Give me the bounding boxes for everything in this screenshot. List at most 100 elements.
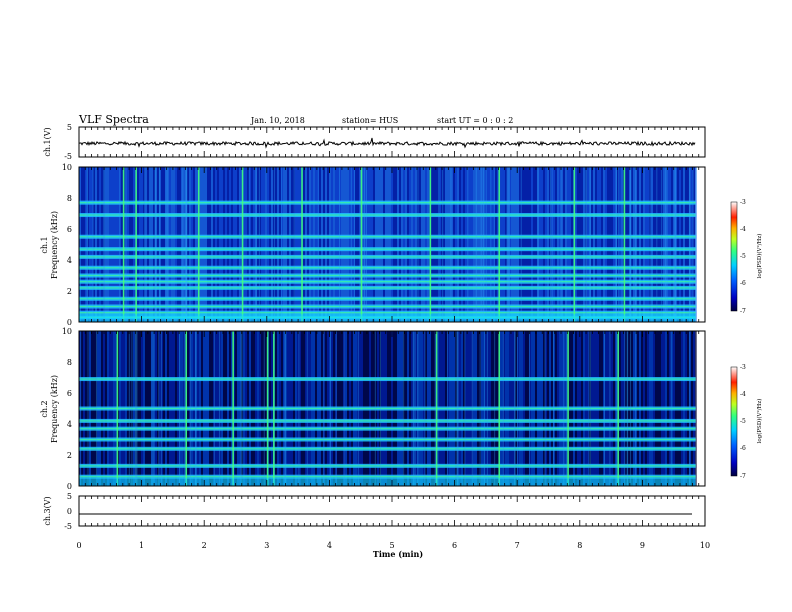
- ch1-spec-ytick-0: 0: [67, 318, 72, 327]
- spectrogram-noise-column: [527, 167, 529, 322]
- spectrogram-noise-column: [223, 167, 225, 322]
- spectrogram-noise-column: [403, 167, 405, 322]
- spectrogram-noise-column: [299, 167, 301, 322]
- spectrogram-noise-column: [183, 167, 185, 322]
- spectrogram-noise-column: [285, 167, 287, 322]
- spectrogram-noise-column: [281, 167, 283, 322]
- spectrogram-noise-column: [495, 167, 497, 322]
- spectrogram-sferic: [493, 167, 495, 322]
- spectrogram-noise-column: [503, 167, 505, 322]
- spectrogram-noise-column: [227, 167, 229, 322]
- spectrogram-noise-column: [485, 167, 487, 322]
- spectrogram-sferic: [158, 167, 160, 322]
- spectrogram-noise-column: [265, 167, 267, 322]
- spectrogram-noise-column: [661, 167, 663, 322]
- spectrogram-band-core: [79, 407, 696, 410]
- spectrogram-band-core: [79, 465, 696, 467]
- spectrogram-sferic: [219, 331, 221, 486]
- spectrogram-noise-column: [335, 167, 337, 322]
- spectrogram-noise-column: [663, 167, 665, 322]
- spectrogram-sferic: [484, 331, 486, 486]
- spectrogram-noise-column: [317, 167, 319, 322]
- spectrogram-noise-column: [237, 167, 239, 322]
- spectrogram-noise-column: [155, 167, 157, 322]
- spectrogram-noise-column: [551, 167, 553, 322]
- spectrogram-sferic: [424, 331, 426, 486]
- spectrogram-noise-column: [545, 167, 547, 322]
- spectrogram-noise-column: [215, 167, 217, 322]
- spectrogram-noise-column: [659, 167, 661, 322]
- spectrogram-noise-column: [607, 167, 609, 322]
- spectrogram-noise-column: [367, 167, 369, 322]
- spectrogram-noise-column: [107, 167, 109, 322]
- spectrogram-noise-column: [517, 167, 519, 322]
- spectrogram-sferic: [563, 331, 565, 486]
- spectrogram-sferic: [502, 331, 504, 486]
- spectrogram-sferic: [179, 331, 181, 486]
- spectrogram-noise-column: [675, 167, 677, 322]
- spectrogram-noise-column: [647, 167, 649, 322]
- x-tick-label: 4: [327, 541, 332, 550]
- ch1-spectrogram-ylabel-channel: ch.1: [40, 236, 49, 253]
- spectrogram-noise-column: [115, 167, 117, 322]
- spectrogram-noise-column: [389, 167, 391, 322]
- spectrogram-noise-column: [381, 167, 383, 322]
- spectrogram-noise-column: [185, 167, 187, 322]
- spectrogram-noise-column: [639, 167, 641, 322]
- spectrogram-sferic: [494, 331, 496, 486]
- spectrogram-sferic: [455, 331, 457, 486]
- spectrogram-noise-column: [329, 167, 331, 322]
- spectrogram-sferic: [182, 167, 184, 322]
- spectrogram-sferic: [635, 167, 637, 322]
- x-tick-label: 1: [139, 541, 144, 550]
- spectrogram-sferic: [615, 167, 617, 322]
- spectrogram-noise-column: [81, 167, 83, 322]
- ch1-waveform-ticks: [78, 127, 706, 157]
- spectrogram-sferic: [354, 167, 356, 322]
- spectrogram-noise-column: [615, 167, 617, 322]
- spectrogram-band-core: [79, 214, 696, 216]
- ch3-waveform-ticks: [78, 496, 706, 526]
- spectrogram-sferic: [414, 331, 416, 486]
- spectrogram-noise-column: [333, 167, 335, 322]
- spectrogram-noise-column: [387, 167, 389, 322]
- x-tick-label: 8: [577, 541, 582, 550]
- spectrogram-noise-column: [309, 167, 311, 322]
- ch1-ytick-neg5: -5: [64, 152, 72, 161]
- spectrogram-spike: [360, 167, 363, 322]
- spectrogram-sferic: [551, 167, 553, 322]
- spectrogram-sferic: [323, 331, 325, 486]
- spectrogram-noise-column: [363, 167, 365, 322]
- spectrogram-sferic: [585, 167, 587, 322]
- spectrogram-noise-column: [159, 167, 161, 322]
- spectrogram-noise-column: [511, 167, 513, 322]
- ch1-spec-ytick-2: 2: [67, 287, 72, 296]
- spectrogram-noise-column: [641, 167, 643, 322]
- spectrogram-noise-column: [297, 167, 299, 322]
- spectrogram-sferic: [544, 331, 546, 486]
- spectrogram-noise-column: [635, 167, 637, 322]
- spectrogram-noise-column: [169, 167, 171, 322]
- spectrogram-noise-column: [113, 167, 115, 322]
- spectrogram-spike: [197, 167, 200, 322]
- spectrogram-noise-column: [469, 167, 471, 322]
- spectrogram-noise-column: [201, 167, 203, 322]
- start-time-label: start UT = 0 : 0 : 2: [437, 116, 513, 125]
- spectrogram-noise-column: [399, 167, 401, 322]
- spectrogram-band-core: [79, 287, 696, 289]
- ch1-spec-ytick-8: 8: [67, 194, 72, 203]
- spectrogram-spike: [623, 167, 626, 322]
- spectrogram-noise-column: [207, 167, 209, 322]
- spectrogram-sferic: [403, 331, 405, 486]
- spectrogram-noise-column: [267, 167, 269, 322]
- spectrogram-noise-column: [275, 167, 277, 322]
- colorbar-ch2-tick-neg6: -6: [740, 445, 746, 452]
- spectrogram-noise-column: [83, 167, 85, 322]
- spectrogram-noise-column: [547, 167, 549, 322]
- spectrogram-spike: [241, 167, 244, 322]
- spectrogram-noise-column: [673, 167, 675, 322]
- spectrogram-sferic: [549, 167, 551, 322]
- spectrogram-noise-column: [253, 167, 255, 322]
- spectrogram-band-core: [79, 298, 696, 300]
- spectrogram-sferic: [183, 331, 185, 486]
